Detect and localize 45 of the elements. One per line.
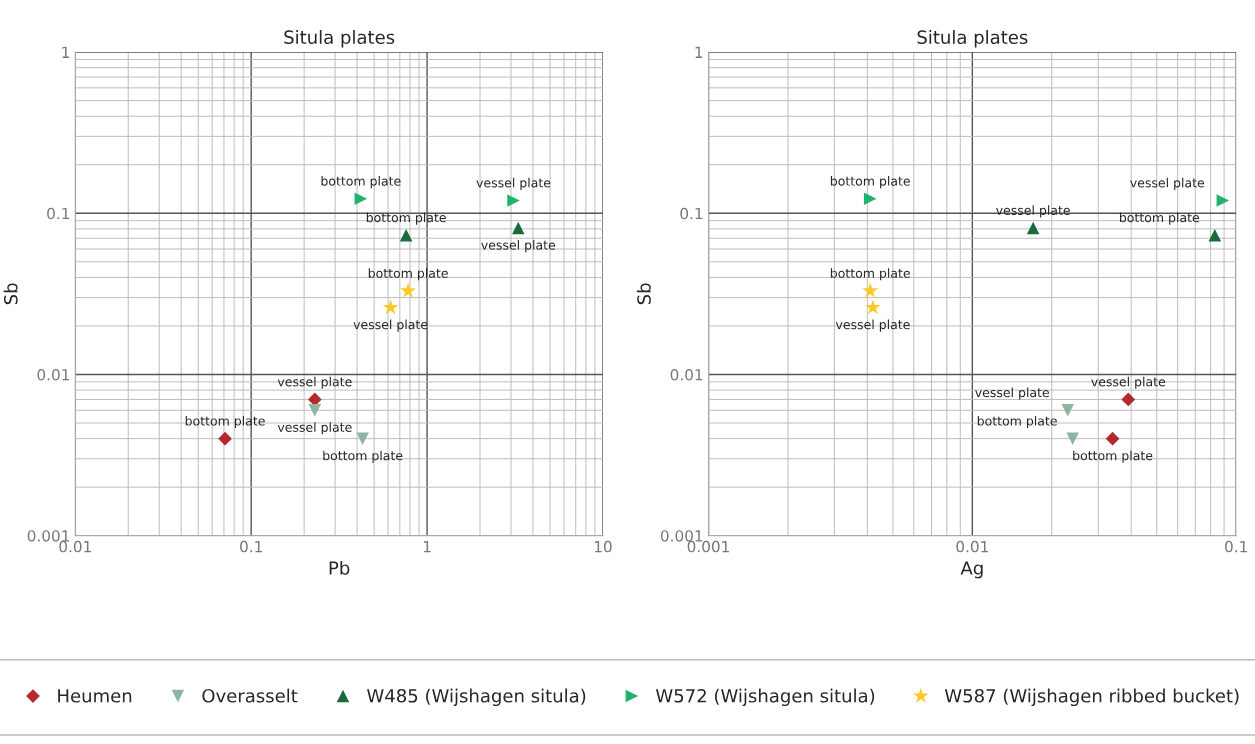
annotation: bottom plate — [1073, 450, 1153, 463]
legend-label: W485 (Wijshagen situla) — [367, 688, 586, 707]
y-tick-label: 0.1 — [47, 207, 70, 220]
y-tick-label: 1 — [695, 46, 703, 58]
annotation: vessel plate — [1091, 376, 1166, 389]
annotation: bottom plate — [366, 212, 446, 225]
y-tick-label: 0.1 — [680, 207, 703, 220]
annotation: vessel plate — [476, 177, 551, 190]
annotation: bottom plate — [321, 176, 401, 189]
annotation: bottom plate — [368, 268, 448, 281]
x-axis-title: Pb — [329, 560, 350, 575]
annotation: vessel plate — [481, 240, 556, 253]
legend-label: Overasselt — [202, 688, 298, 703]
chart-title: Situla plates — [284, 30, 395, 48]
annotation: bottom plate — [977, 415, 1057, 429]
legend-label: Heumen — [58, 689, 132, 703]
y-tick-label: 1 — [62, 46, 70, 58]
legend-label: W572 (Wijshagen situla) — [655, 688, 875, 707]
x-tick-label: 0.01 — [59, 540, 91, 553]
x-tick-label: 0.001 — [687, 540, 729, 553]
y-tick-label: 0.001 — [660, 530, 703, 542]
x-axis-title: Ag — [960, 561, 983, 579]
x-tick-label: 0.01 — [956, 540, 988, 553]
annotation: vessel plate — [353, 319, 428, 332]
y-tick-label: 0.01 — [37, 368, 70, 381]
annotation: bottom plate — [323, 450, 403, 463]
annotation: bottom plate — [185, 415, 265, 429]
y-axis-title: Sb — [3, 283, 18, 305]
annotation: vessel plate — [835, 319, 910, 332]
annotation: vessel plate — [975, 387, 1050, 400]
x-tick-label: 0.1 — [240, 540, 262, 553]
x-tick-label: 1 — [423, 541, 431, 553]
legend-label: W587 (Wijshagen ribbed bucket) — [944, 688, 1239, 707]
annotation: bottom plate — [830, 268, 910, 281]
y-tick-label: 0.001 — [27, 530, 70, 542]
annotation: vessel plate — [277, 422, 352, 435]
y-axis-title: Sb — [636, 283, 651, 305]
annotation: bottom plate — [830, 176, 910, 189]
annotation: vessel plate — [277, 376, 352, 389]
annotation: bottom plate — [1119, 212, 1200, 225]
chart-title: Situla plates — [917, 30, 1028, 48]
annotation: vessel plate — [1130, 177, 1205, 190]
y-tick-label: 0.01 — [670, 368, 703, 381]
x-tick-label: 10 — [594, 540, 612, 553]
x-tick-label: 0.1 — [1225, 540, 1247, 553]
